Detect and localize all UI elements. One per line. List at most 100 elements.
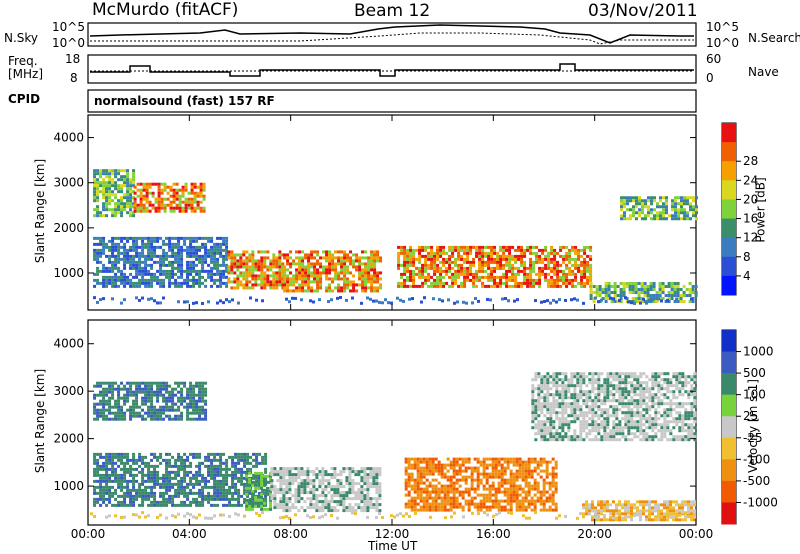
echo-cell: [652, 285, 656, 289]
echo-cell: [583, 284, 587, 288]
echo-cell: [201, 485, 205, 489]
echo-cell: [180, 266, 184, 270]
echo-cell: [111, 503, 115, 507]
echo-cell: [363, 488, 367, 492]
echo-cell: [222, 491, 226, 495]
echo-cell: [102, 464, 106, 468]
echo-cell: [183, 470, 187, 474]
echo-cell: [159, 272, 163, 276]
echo-cell: [545, 499, 549, 503]
echo-cell: [354, 494, 358, 498]
echo-cell: [105, 278, 109, 282]
echo-cell: [260, 483, 264, 487]
echo-cell: [190, 188, 194, 192]
echo-cell: [595, 285, 599, 289]
echo-cell: [222, 301, 225, 305]
echo-cell: [464, 457, 468, 461]
echo-cell: [242, 286, 246, 290]
echo-cell: [204, 479, 208, 483]
echo-cell: [537, 399, 541, 403]
echo-cell: [517, 272, 521, 276]
echo-cell: [192, 260, 196, 264]
echo-cell: [476, 487, 480, 491]
echo-cell: [580, 272, 584, 276]
echo-cell: [251, 495, 255, 499]
echo-cell: [180, 396, 184, 400]
echo-cell: [430, 257, 434, 261]
echo-cell: [552, 399, 556, 403]
echo-cell: [264, 461, 268, 465]
echo-cell: [129, 470, 133, 474]
echo-cell: [502, 275, 506, 279]
echo-cell: [108, 245, 112, 249]
echo-cell: [213, 467, 217, 471]
echo-cell: [225, 470, 229, 474]
echo-cell: [120, 461, 124, 465]
echo-cell: [431, 460, 435, 464]
echo-cell: [102, 269, 106, 273]
echo-cell: [360, 494, 364, 498]
echo-cell: [583, 263, 587, 267]
echo-cell: [357, 503, 361, 507]
echo-cell: [282, 509, 286, 513]
echo-cell: [111, 242, 115, 246]
echo-cell: [96, 497, 100, 501]
echo-cell: [111, 390, 115, 394]
echo-cell: [620, 214, 623, 218]
echo-cell: [231, 503, 235, 507]
echo-cell: [304, 271, 308, 275]
echo-cell: [108, 281, 112, 285]
echo-cell: [496, 260, 500, 264]
echo-cell: [482, 499, 486, 503]
echo-cell: [138, 405, 142, 409]
echo-cell: [165, 251, 169, 255]
echo-cell: [114, 503, 118, 507]
echo-cell: [159, 257, 163, 261]
echo-cell: [442, 275, 446, 279]
echo-cell: [142, 197, 146, 201]
echo-cell: [177, 455, 181, 459]
echo-cell: [249, 491, 253, 495]
echo-cell: [102, 396, 106, 400]
echo-cell: [105, 199, 109, 203]
echo-cell: [431, 463, 435, 467]
echo-cell: [153, 272, 157, 276]
echo-cell: [123, 278, 127, 282]
echo-cell: [349, 259, 353, 263]
echo-cell: [565, 263, 569, 267]
echo-cell: [102, 172, 106, 176]
echo-cell: [252, 452, 256, 456]
echo-cell: [285, 488, 289, 492]
echo-cell: [673, 282, 677, 286]
echo-cell: [174, 266, 178, 270]
echo-cell: [246, 458, 250, 462]
colorbar-cell-1-5: [722, 437, 736, 460]
echo-cell: [431, 457, 435, 461]
echo-cell: [366, 509, 370, 513]
strip2-freq-line: [90, 63, 694, 77]
echo-cell: [455, 481, 459, 485]
echo-cell: [313, 250, 317, 254]
echo-cell: [313, 277, 317, 281]
echo-cell: [102, 214, 106, 218]
echo-cell: [117, 208, 121, 212]
echo-cell: [132, 503, 136, 507]
echo-cell: [266, 283, 270, 287]
echo-cell: [497, 487, 501, 491]
echo-cell: [198, 254, 202, 258]
echo-cell: [195, 269, 199, 273]
echo-cell: [665, 205, 668, 209]
echo-cell: [543, 438, 547, 442]
echo-cell: [409, 263, 413, 267]
echo-cell: [467, 499, 471, 503]
echo-cell: [120, 387, 124, 391]
echo-cell: [219, 251, 223, 255]
echo-cell: [546, 402, 550, 406]
echo-cell: [233, 280, 237, 284]
echo-cell: [251, 286, 255, 290]
echo-cell: [521, 490, 525, 494]
echo-cell: [96, 251, 100, 255]
echo-cell: [147, 236, 151, 240]
echo-cell: [198, 488, 202, 492]
echo-cell: [162, 257, 166, 261]
